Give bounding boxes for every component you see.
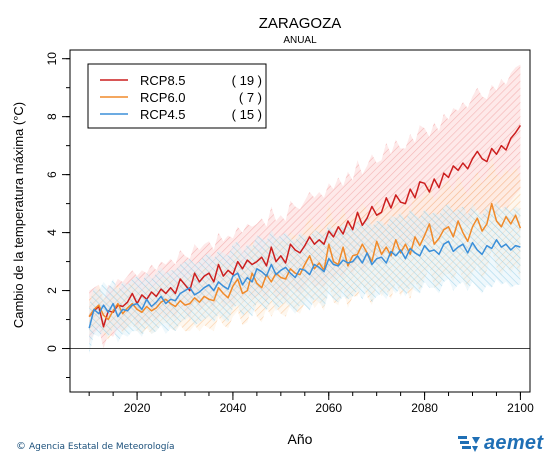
- y-tick-label: 10: [45, 52, 59, 66]
- aemet-logo-icon: [458, 435, 480, 452]
- x-tick-label: 2020: [124, 401, 151, 415]
- y-tick-label: 6: [45, 171, 59, 178]
- legend: RCP8.5 ( 19 ) RCP6.0 ( 7 ) RCP4.5 ( 15 ): [87, 63, 267, 129]
- plot-frame: [69, 49, 531, 393]
- agency-name: Agencia Estatal de Meteorología: [29, 441, 175, 452]
- series-line-rcp45: [88, 239, 521, 329]
- y-axis-label: Cambio de la temperatura máxima (°C): [11, 102, 26, 328]
- chart-title: ZARAGOZA: [259, 15, 342, 32]
- legend-box: [87, 63, 267, 129]
- x-tick-label: 2040: [220, 401, 247, 415]
- legend-count-rcp45: ( 15 ): [232, 107, 262, 122]
- y-tick-label: 0: [45, 345, 59, 352]
- aemet-logo: aemet: [458, 432, 543, 455]
- chart-subtitle: ANUAL: [283, 35, 317, 46]
- legend-label-rcp60: RCP6.0: [140, 90, 186, 105]
- y-tick-label: 8: [45, 113, 59, 120]
- band-rcp45: [89, 200, 521, 355]
- agency-credit: © Agencia Estatal de Meteorología: [16, 441, 175, 452]
- x-tick-label: 2080: [411, 401, 438, 415]
- series-line-rcp60: [88, 202, 522, 321]
- aemet-logo-text: aemet: [484, 432, 544, 454]
- legend-label-rcp45: RCP4.5: [140, 107, 186, 122]
- x-tick-label: 2060: [315, 401, 342, 415]
- series-line-rcp85: [88, 124, 522, 328]
- legend-count-rcp60: ( 7 ): [239, 90, 262, 105]
- y-tick-label: 4: [45, 229, 59, 236]
- legend-count-rcp85: ( 19 ): [232, 73, 262, 88]
- x-tick-label: 2100: [507, 401, 534, 415]
- y-tick-label: 2: [45, 287, 59, 294]
- legend-label-rcp85: RCP8.5: [140, 73, 186, 88]
- copyright-icon: ©: [16, 441, 26, 452]
- x-axis-label: Año: [288, 431, 313, 447]
